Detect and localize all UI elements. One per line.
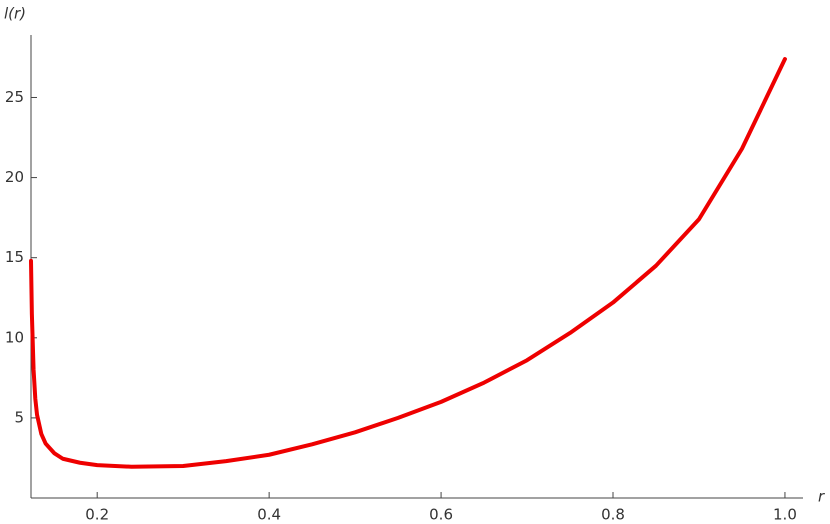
y-tick-label: 5 bbox=[14, 408, 24, 426]
x-tick-label: 0.4 bbox=[257, 506, 281, 524]
x-tick-label: 0.2 bbox=[85, 506, 109, 524]
y-tick-label: 20 bbox=[5, 168, 24, 186]
x-tick-label: 0.6 bbox=[429, 506, 453, 524]
line bbox=[29, 57, 787, 469]
x-axis-label: r bbox=[818, 488, 825, 506]
y-tick-label: 10 bbox=[5, 328, 24, 346]
y-tick-label: 25 bbox=[5, 88, 24, 106]
x-tick-label: 1.0 bbox=[773, 506, 797, 524]
y-axis-label: l(r) bbox=[4, 5, 26, 23]
x-tick-label: 0.8 bbox=[601, 506, 625, 524]
y-tick-label: 15 bbox=[5, 248, 24, 266]
